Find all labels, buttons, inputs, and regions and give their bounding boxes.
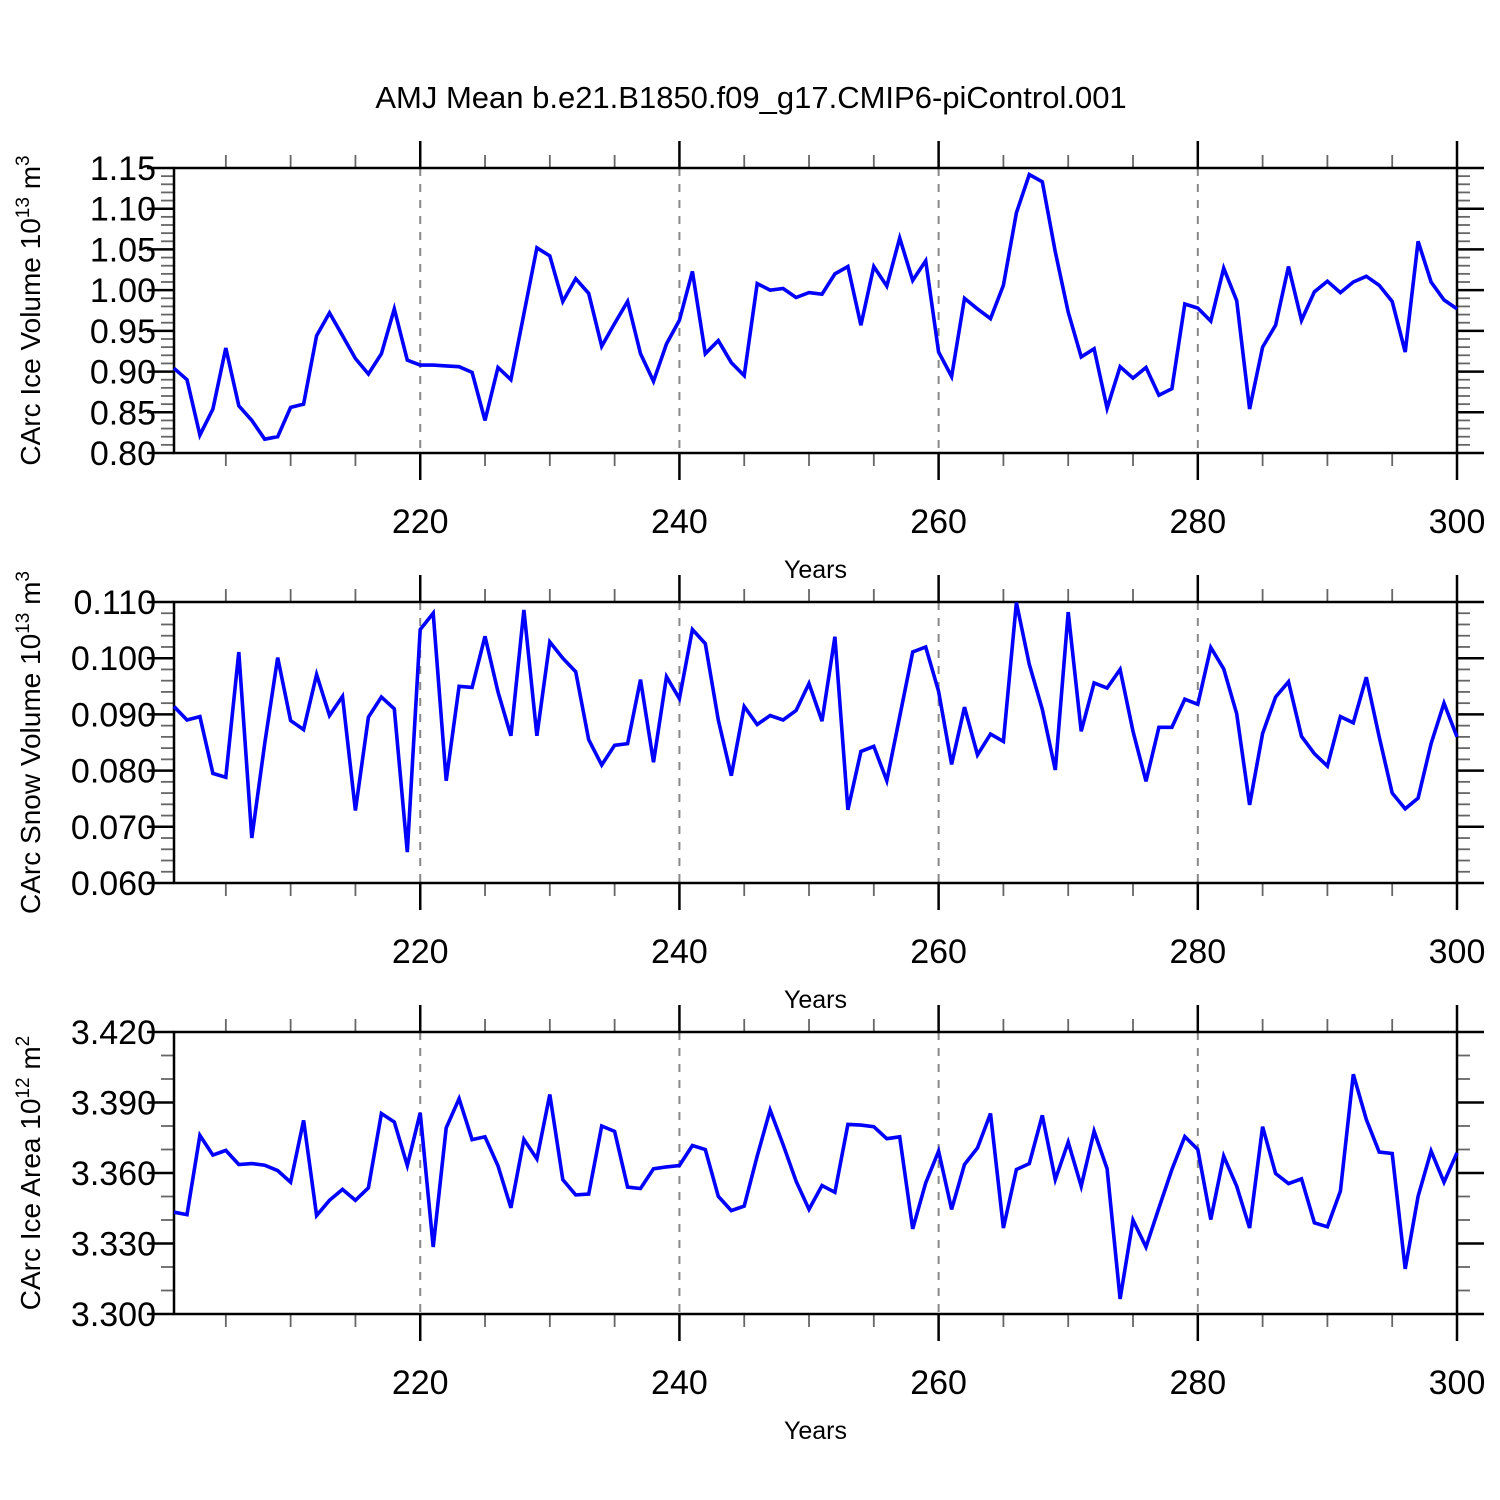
y-tick-label: 0.90 [90, 354, 156, 392]
y-tick-label: 0.110 [73, 584, 156, 622]
axes-box [172, 166, 1459, 455]
y-tick-label: 3.420 [71, 1014, 156, 1052]
axes-box [172, 600, 1459, 885]
x-tick-label: 220 [392, 503, 449, 541]
y-tick-label: 0.95 [90, 313, 156, 351]
y-tick-label: 1.15 [90, 150, 156, 188]
y-tick-label: 3.330 [71, 1226, 156, 1264]
x-tick-label: 280 [1169, 1364, 1226, 1402]
y-tick-label: 1.05 [90, 231, 156, 269]
x-tick-label: 220 [392, 933, 449, 971]
data-line-snow-volume [172, 602, 1459, 853]
axes-box [172, 1030, 1459, 1316]
y-tick-label: 0.070 [71, 809, 156, 847]
x-tick-label: 220 [392, 1364, 449, 1402]
panel-ice-area: 220 240 260 280 300 3.300 3.330 3.360 3.390 3.420… [13, 1005, 1485, 1445]
x-tick-label: 300 [1429, 933, 1486, 971]
x-axis-title: Years [784, 1417, 847, 1445]
y-tick-label: 1.00 [90, 272, 156, 310]
x-tick-label: 260 [910, 1364, 967, 1402]
x-tick-label: 280 [1169, 503, 1226, 541]
y-tick-label: 0.060 [71, 865, 156, 903]
y-axis-title: CArc Ice Area 1012 m2 [13, 1036, 46, 1310]
x-tick-label: 300 [1429, 1364, 1486, 1402]
x-axis-title: Years [784, 556, 847, 584]
x-axis-title: Years [784, 986, 847, 1014]
y-axis-title: CArc Ice Volume 1013 m3 [13, 155, 46, 465]
y-tick-label: 3.360 [71, 1155, 156, 1193]
y-tick-label: 1.10 [90, 191, 156, 229]
x-tick-label: 260 [910, 933, 967, 971]
panel-ice-volume: 220 240 260 280 3000.800.850.900.951.001.051… [13, 141, 1485, 584]
panel-snow-volume: 220 240 260 280 300 0.060 0.070 0.080 0.090 0.100… [13, 571, 1485, 1014]
y-tick-label: 0.090 [71, 696, 156, 734]
x-tick-label: 260 [910, 503, 967, 541]
x-tick-label: 240 [651, 503, 708, 541]
y-tick-label: 0.080 [71, 753, 156, 791]
y-tick-label: 0.80 [90, 435, 156, 473]
y-tick-label: 3.390 [71, 1085, 156, 1123]
data-line-ice-area [173, 1073, 1459, 1300]
y-tick-label: 0.85 [90, 394, 156, 432]
x-tick-label: 280 [1169, 933, 1226, 971]
chart-title: AMJ Mean b.e21.B1850.f09_g17.CMIP6-piCon… [375, 80, 1127, 115]
y-tick-label: 3.300 [71, 1296, 156, 1334]
y-tick-label: 0.100 [71, 640, 156, 678]
x-tick-label: 300 [1429, 503, 1486, 541]
x-tick-label: 240 [651, 1364, 708, 1402]
x-tick-label: 240 [651, 933, 708, 971]
y-axis-title: CArc Snow Volume 1013 m3 [13, 571, 46, 914]
data-line-ice-volume [172, 171, 1459, 442]
